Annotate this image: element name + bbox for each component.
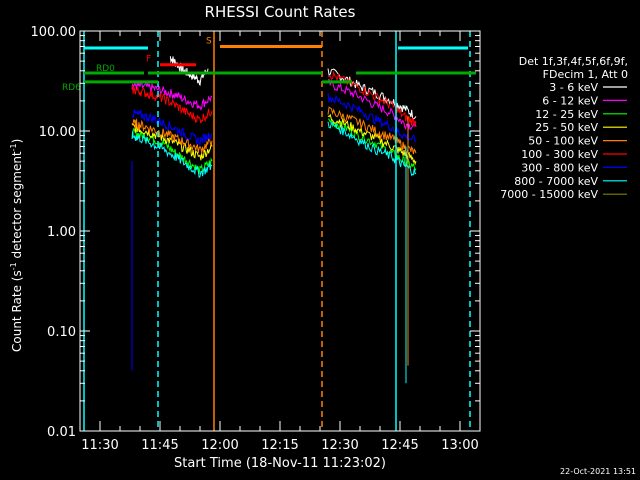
x-tick-label-5: 12:45 [381,438,418,453]
y-axis-label-sup1: -1 [9,262,18,270]
state-label-0: RD0 [96,64,115,74]
series-line-6-segment-0 [131,108,213,147]
series-line-3-segment-1 [327,113,417,166]
legend-label-5: 100 - 300 keV [521,148,598,161]
footer-date: 22-Oct-2021 13:51 [560,467,636,476]
y-axis-label-sup2: -1 [9,143,18,151]
legend-label-1: 6 - 12 keV [542,94,598,107]
y-axis-label-part1: Count Rate (s [10,270,24,352]
series-line-5-segment-1 [327,70,417,127]
x-axis-label: Start Time (18-Nov-11 11:23:02) [174,456,386,471]
tick-layer: 100.00 10.00 1.00 0.10 0.01 11:30 11:45 12:00 12… [31,25,481,453]
y-tick-label-0: 100.00 [31,25,77,40]
state-label-1: RD6 [62,83,81,93]
series-line-4-segment-1 [327,106,417,155]
series-line-5-segment-0 [131,84,213,124]
y-tick-label-1: 10.00 [39,125,76,140]
series-line-6-segment-1 [327,92,417,143]
state-label-2: F [146,55,151,65]
x-tick-label-0: 11:30 [81,438,118,453]
y-axis-label-part2: detector segment [10,151,24,262]
legend-header-line1: Det 1f,3f,4f,5f,6f,9f, [519,55,628,68]
state-label-3: S [206,36,212,46]
legend-label-2: 12 - 25 keV [535,108,598,121]
y-tick-label-3: 0.10 [47,325,76,340]
series-line-0-segment-0 [169,55,209,87]
series-line-7-segment-1 [327,121,417,177]
legend-label-7: 800 - 7000 keV [514,175,598,188]
legend-label-3: 25 - 50 keV [535,121,598,134]
series-line-2-segment-0 [131,127,213,175]
x-tick-label-2: 12:00 [201,438,238,453]
y-tick-label-4: 0.01 [47,425,76,440]
series-line-4-segment-0 [131,118,213,154]
legend-label-6: 300 - 800 keV [521,161,598,174]
legend-label-8: 7000 - 15000 keV [500,188,598,201]
series-line-3-segment-0 [131,123,213,161]
series-layer [131,55,417,179]
x-tick-label-3: 12:15 [261,438,298,453]
legend-header-line2: FDecim 1, Att 0 [543,68,628,81]
series-line-1-segment-0 [131,81,213,112]
x-tick-label-1: 11:45 [141,438,178,453]
y-axis-label: Count Rate (s-1 detector segment-1) [9,139,24,352]
chart-title: RHESSI Count Rates [205,3,356,21]
legend-label-4: 50 - 100 keV [528,135,598,148]
y-tick-label-2: 1.00 [47,225,76,240]
x-tick-label-4: 12:30 [321,438,358,453]
legend-label-0: 3 - 6 keV [549,81,598,94]
x-tick-label-6: 13:00 [441,438,478,453]
series-line-7-segment-0 [131,131,213,179]
series-line-1-segment-1 [327,79,417,131]
y-axis-label-part3: ) [10,139,24,144]
